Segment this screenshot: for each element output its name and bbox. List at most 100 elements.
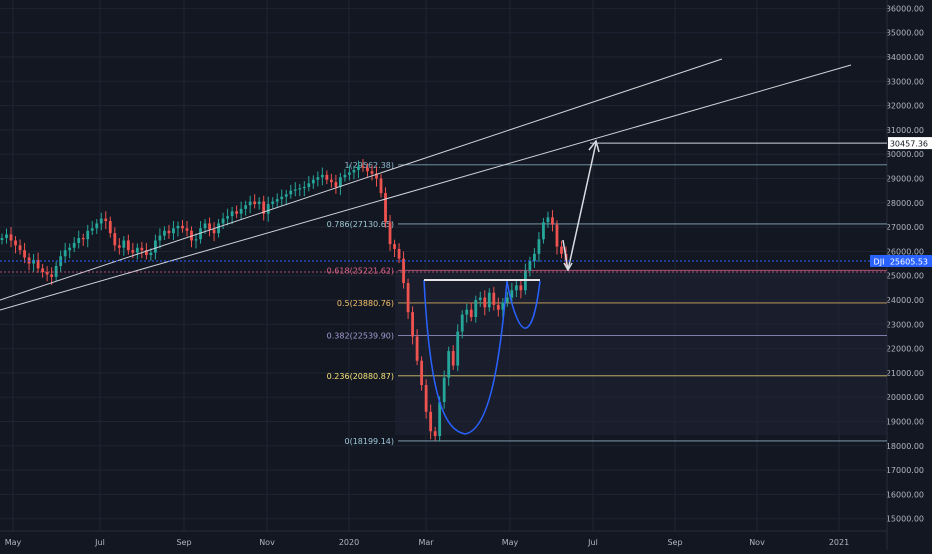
candle [32,259,35,264]
cup-curve [423,279,508,435]
candle [23,250,26,258]
candle [271,201,275,205]
y-tick-label: 35000.00 [886,29,924,38]
candle [14,240,17,246]
candle [163,230,166,236]
candle [72,242,76,248]
candle [144,250,148,256]
candles [0,159,568,442]
candle [9,234,13,241]
ticker-text: DJI [874,257,885,266]
candle [442,377,446,403]
candle [181,225,184,229]
candle [45,272,49,275]
candle [469,309,473,318]
candle [113,233,117,246]
candle [537,239,541,254]
candle [533,253,536,262]
candle [235,211,239,214]
candle [366,167,369,172]
y-tick-label: 27000.00 [886,223,924,232]
candle [172,228,175,234]
candle [546,217,550,223]
ticker-badge [870,254,888,267]
candle [519,285,523,291]
y-tick-label: 22000.00 [886,345,924,354]
target-price-text: 30457.36 [890,140,928,149]
y-tick-label: 18000.00 [886,442,924,451]
candle [343,174,347,178]
candle [411,312,414,337]
candle [36,259,40,269]
candle [77,238,81,243]
candle [0,238,4,240]
candle [230,211,234,217]
candle [176,225,180,229]
y-tick-label: 25000.00 [886,272,924,281]
candle [542,222,545,240]
candle [451,351,455,366]
candle [203,223,207,229]
x-tick-label: Nov [259,538,275,547]
candle [406,282,410,313]
candle [307,183,311,188]
candle [108,221,112,234]
candle [199,228,202,240]
candle [370,171,374,174]
y-tick-label: 34000.00 [886,53,924,62]
candle [68,247,72,251]
x-tick-label: Mar [418,538,434,547]
candle [420,360,424,386]
candle [41,268,45,273]
candle [5,234,8,239]
candle [266,204,270,214]
candle [465,309,469,315]
candle [415,336,419,361]
candle [158,235,162,241]
candle [433,431,437,437]
last-price-badge [888,254,932,267]
candle [122,240,126,248]
candle [212,229,216,234]
grid-lines [0,0,887,531]
y-tick-label: 29000.00 [886,175,924,184]
candle [388,222,392,245]
candle [357,166,360,170]
fib-levels: 1(29562.38) 0.786(27130.65) 0.618(25221.62… [327,161,887,446]
fib-label-0.5: 0.5(23880.76) [337,299,394,308]
candle [54,265,58,277]
candle [528,261,532,271]
candle [551,217,554,225]
candle [438,402,442,437]
candle [456,331,460,366]
candle [90,228,94,231]
candle [384,193,387,223]
candle [95,223,99,229]
candle [505,297,509,303]
candle [149,252,153,256]
candle [248,201,252,206]
candle [361,166,365,168]
candle [63,250,67,257]
y-tick-label: 36000.00 [886,4,924,13]
y-tick-label: 28000.00 [886,199,924,208]
x-tick-label: May [5,538,22,547]
candle [339,177,342,188]
candle [262,201,266,214]
x-tick-label: Jul [587,538,598,547]
candle [194,239,198,241]
candle [244,205,248,209]
candle [325,174,329,180]
y-tick-label: 26000.00 [886,247,924,256]
candle [239,208,243,214]
y-tick-label: 15000.00 [886,515,924,524]
retrace-arrow-head [563,262,573,272]
candle [284,194,288,197]
y-tick-label: 17000.00 [886,466,924,475]
candle [492,292,496,305]
candle [221,218,225,224]
handle-curve [506,280,541,329]
trendline-upper [0,58,723,301]
y-tick-label: 21000.00 [886,369,924,378]
